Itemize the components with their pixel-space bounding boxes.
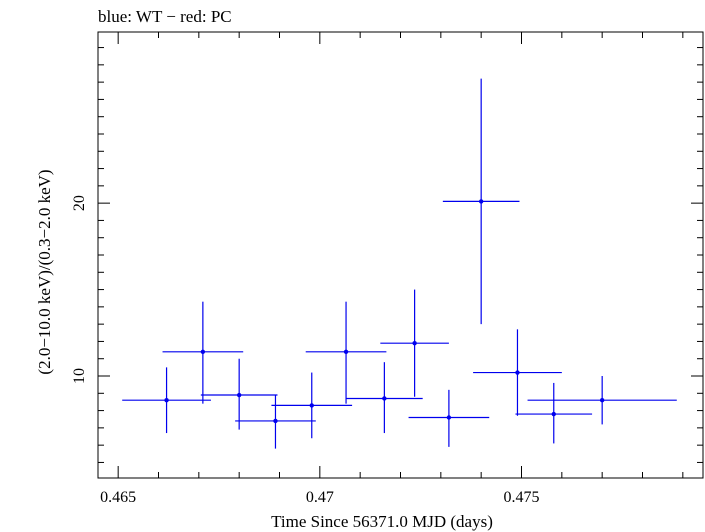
- data-marker: [309, 403, 314, 408]
- data-point: [346, 362, 423, 434]
- data-point: [200, 358, 278, 430]
- data-point: [473, 329, 562, 416]
- data-point: [235, 395, 316, 449]
- data-series: [122, 78, 677, 449]
- data-marker: [236, 392, 242, 398]
- data-point: [271, 372, 353, 439]
- data-point: [408, 389, 490, 447]
- data-marker: [515, 370, 520, 375]
- data-point: [380, 289, 449, 397]
- data-marker: [412, 340, 417, 346]
- y-axis-label: (2.0−10.0 keV)/(0.3−2.0 keV): [35, 169, 54, 374]
- data-marker: [200, 349, 206, 355]
- data-marker: [382, 396, 387, 401]
- axis-ticks: 0.465 0.47 0.475 10 20: [71, 32, 703, 506]
- data-point: [515, 382, 593, 444]
- data-marker: [446, 415, 452, 420]
- x-tick-label: 0.47: [306, 489, 334, 506]
- chart-title: blue: WT − red: PC: [98, 7, 232, 26]
- data-point: [122, 367, 211, 434]
- data-marker: [164, 398, 169, 403]
- x-tick-label: 0.465: [100, 489, 136, 506]
- y-tick-label: 20: [71, 195, 88, 211]
- data-marker: [343, 349, 349, 355]
- x-axis-label: Time Since 56371.0 MJD (days): [271, 512, 493, 531]
- plot-frame: [97, 31, 704, 479]
- data-marker: [478, 199, 484, 204]
- x-tick-label: 0.475: [504, 489, 540, 506]
- data-marker: [599, 398, 605, 403]
- data-point: [527, 376, 677, 425]
- data-marker: [273, 418, 278, 424]
- data-point: [162, 301, 244, 404]
- data-point: [442, 78, 520, 325]
- data-marker: [551, 411, 556, 417]
- y-tick-label: 10: [71, 368, 88, 384]
- data-point: [305, 301, 387, 404]
